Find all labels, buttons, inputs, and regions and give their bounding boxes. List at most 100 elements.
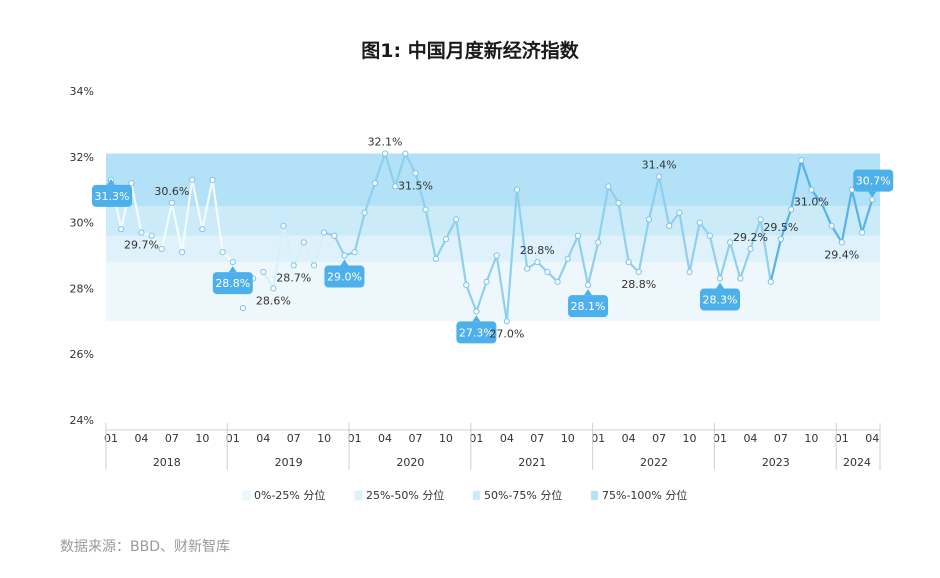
callout-box <box>568 295 609 318</box>
data-point <box>828 222 835 229</box>
callout-text: 29.0% <box>327 271 362 284</box>
legend: 0%-25% 分位 25%-50% 分位 50%-75% 分位 75%-100% 分位 <box>242 488 687 502</box>
series-segment <box>404 152 417 175</box>
x-month-tick-label: 07 <box>774 432 788 445</box>
x-year-label: 2023 <box>762 456 790 469</box>
series-segment <box>830 224 843 244</box>
series-segment <box>394 152 407 188</box>
data-point <box>158 245 165 253</box>
callout-pointer <box>228 266 237 273</box>
series-segment <box>820 201 833 227</box>
data-point <box>138 229 145 236</box>
data-point <box>737 275 744 282</box>
chart-title: 图1: 中国月度新经济指数 <box>361 40 579 62</box>
callout-box <box>212 272 253 295</box>
callout-box <box>700 288 740 311</box>
series-segment <box>556 257 569 283</box>
data-point <box>656 173 663 180</box>
axis-layer: 24% 26% 28% 30% 32% 34% 01 04 07 10 2018 01 04 07 10 20… <box>70 85 881 470</box>
data-point <box>199 226 206 233</box>
data-label: 28.8% <box>520 244 555 257</box>
series-segment <box>576 234 590 287</box>
data-label: 28.7% <box>276 271 311 284</box>
series-segment <box>678 211 691 274</box>
data-point <box>625 258 632 266</box>
data-point <box>412 170 419 177</box>
series-segment <box>800 158 813 191</box>
data-point <box>676 209 683 216</box>
data-point <box>483 278 490 285</box>
x-year-label: 2022 <box>640 456 668 469</box>
callout-text: 27.3% <box>459 326 494 339</box>
series-segment <box>769 237 783 283</box>
data-label: 27.0% <box>489 327 524 340</box>
data-point <box>453 216 460 223</box>
series-segment <box>485 254 498 283</box>
data-point <box>524 265 531 272</box>
x-month-tick-label: 04 <box>622 432 636 445</box>
legend-label: 25%-50% 分位 <box>366 488 444 502</box>
callout-text: 28.1% <box>571 300 606 313</box>
callout-box <box>324 265 365 288</box>
x-month-tick-label: 01 <box>104 432 118 445</box>
marker-layer <box>107 150 876 325</box>
data-point <box>757 216 764 223</box>
series-segment <box>302 241 316 267</box>
callout-pointer <box>107 178 115 185</box>
y-tick-label: 32% <box>70 151 94 164</box>
data-point <box>239 305 247 312</box>
series-segment <box>201 178 214 231</box>
data-point <box>300 239 307 246</box>
series-segment <box>282 224 295 267</box>
series-segment <box>688 221 701 274</box>
callout-text: 28.8% <box>215 277 250 290</box>
legend-label: 50%-75% 分位 <box>484 488 562 502</box>
x-month-tick-label: 04 <box>256 432 270 445</box>
x-month-tick-label: 10 <box>683 432 697 445</box>
callout-box <box>92 184 132 207</box>
series-segment <box>789 158 803 211</box>
data-point <box>148 232 155 239</box>
data-point <box>128 180 135 187</box>
callout-pointer <box>584 289 593 296</box>
series-segment <box>383 152 397 188</box>
series-segment <box>647 175 661 221</box>
data-label: 29.7% <box>124 238 159 251</box>
callout-label: 30.7% <box>853 169 894 198</box>
x-year-label: 2024 <box>843 456 871 469</box>
x-month-tick-label: 10 <box>195 432 209 445</box>
x-year-label: 2020 <box>396 456 424 469</box>
y-tick-label: 26% <box>70 348 94 361</box>
callout-pointer <box>340 259 349 266</box>
data-point <box>808 186 815 193</box>
data-point <box>270 285 277 292</box>
data-label: 29.4% <box>824 248 859 261</box>
series-segment <box>160 201 173 251</box>
series-segment <box>363 182 376 214</box>
callout-label: 28.8% <box>212 266 253 295</box>
data-point <box>178 249 186 256</box>
x-month-tick-label: 01 <box>835 432 849 445</box>
data-point <box>605 183 612 190</box>
series-segment <box>424 208 437 260</box>
x-year-label: 2018 <box>153 456 181 469</box>
legend-swatch <box>472 490 481 501</box>
series-segment <box>465 284 478 313</box>
y-tick-label: 24% <box>70 414 94 427</box>
y-tick-label: 28% <box>70 282 94 295</box>
data-point <box>615 199 622 206</box>
data-point <box>838 239 845 246</box>
data-point <box>635 268 642 276</box>
data-label: 29.5% <box>763 221 798 234</box>
series-segment <box>333 234 346 257</box>
data-point <box>381 150 389 157</box>
source-note: 数据来源：BBD、财新智库 <box>60 539 230 555</box>
series-segment <box>779 208 793 241</box>
callout-label: 27.3% <box>456 315 497 344</box>
data-point <box>574 232 582 239</box>
series-segment <box>718 241 732 280</box>
x-month-tick-label: 07 <box>530 432 544 445</box>
data-point <box>331 232 338 239</box>
legend-swatch <box>590 490 599 501</box>
